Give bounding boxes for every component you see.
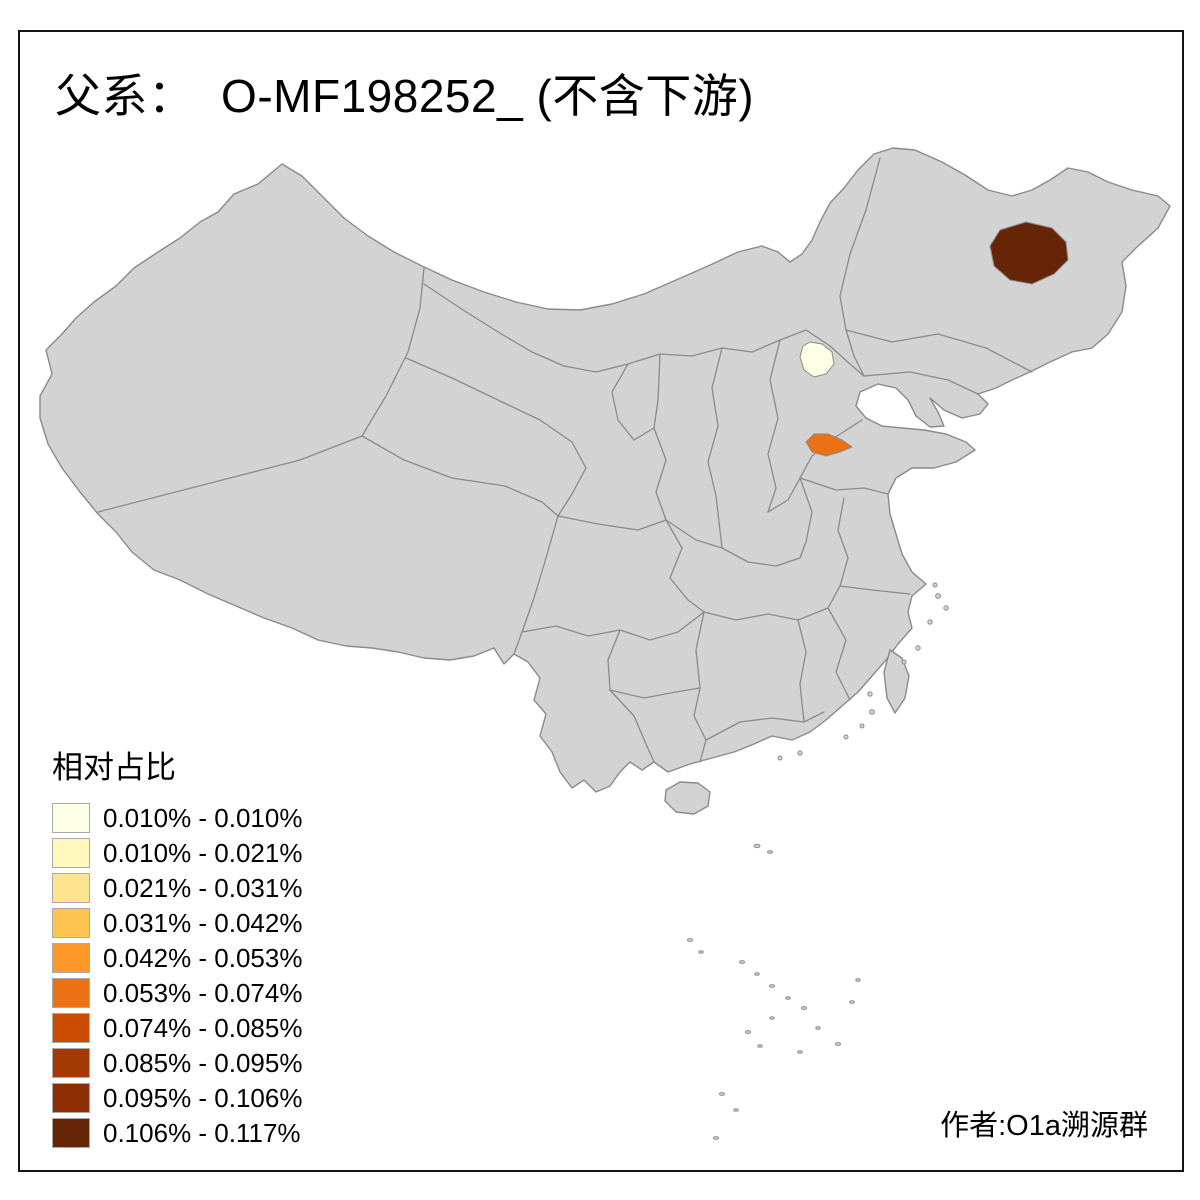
legend-label: 0.021% - 0.031% [103, 873, 303, 903]
legend-swatch [52, 978, 90, 1008]
legend-item: 0.074% - 0.085% [52, 1013, 302, 1043]
china-mainland [39, 147, 1171, 793]
legend-item: 0.021% - 0.031% [52, 873, 302, 903]
attribution-text: 作者:O1a溯源群 [940, 1110, 1148, 1142]
legend-swatch [52, 1013, 90, 1043]
legend-item: 0.095% - 0.106% [52, 1083, 302, 1113]
legend-label: 0.106% - 0.117% [103, 1118, 301, 1148]
province-borders [97, 157, 1033, 763]
legend-item: 0.010% - 0.010% [52, 803, 302, 833]
legend-item: 0.106% - 0.117% [52, 1118, 302, 1148]
legend-label: 0.042% - 0.053% [103, 943, 303, 973]
hainan-island [664, 781, 711, 815]
legend-label: 0.010% - 0.021% [103, 838, 303, 868]
legend-label: 0.095% - 0.106% [103, 1083, 303, 1113]
legend-swatch [52, 908, 90, 938]
map-title: 父系： O-MF198252_ (不含下游) [55, 70, 755, 122]
legend-item: 0.085% - 0.095% [52, 1048, 302, 1078]
south-china-sea-islands [686, 843, 861, 1140]
legend-swatch [52, 1048, 90, 1078]
legend-item: 0.031% - 0.042% [52, 908, 302, 938]
highlight-region-west-shandong [805, 433, 854, 457]
legend-item: 0.010% - 0.021% [52, 838, 302, 868]
highlight-region-northeast [989, 221, 1069, 285]
legend-swatch [52, 1118, 90, 1148]
legend-swatch [52, 873, 90, 903]
legend: 相对占比 0.010% - 0.010% 0.010% - 0.021% 0.0… [52, 742, 302, 1153]
legend-swatch [52, 943, 90, 973]
legend-label: 0.010% - 0.010% [103, 803, 303, 833]
legend-label: 0.085% - 0.095% [103, 1048, 303, 1078]
legend-label: 0.031% - 0.042% [103, 908, 303, 938]
legend-item: 0.042% - 0.053% [52, 943, 302, 973]
legend-label: 0.053% - 0.074% [103, 978, 303, 1008]
mainland-group [39, 147, 1171, 815]
legend-label: 0.074% - 0.085% [103, 1013, 303, 1043]
legend-title: 相对占比 [52, 750, 176, 785]
legend-swatch [52, 1083, 90, 1113]
coastal-islets [777, 582, 949, 761]
highlight-region-beijing [799, 341, 835, 378]
legend-swatch [52, 803, 90, 833]
legend-item: 0.053% - 0.074% [52, 978, 302, 1008]
taiwan-island [883, 649, 910, 714]
legend-swatch [52, 838, 90, 868]
